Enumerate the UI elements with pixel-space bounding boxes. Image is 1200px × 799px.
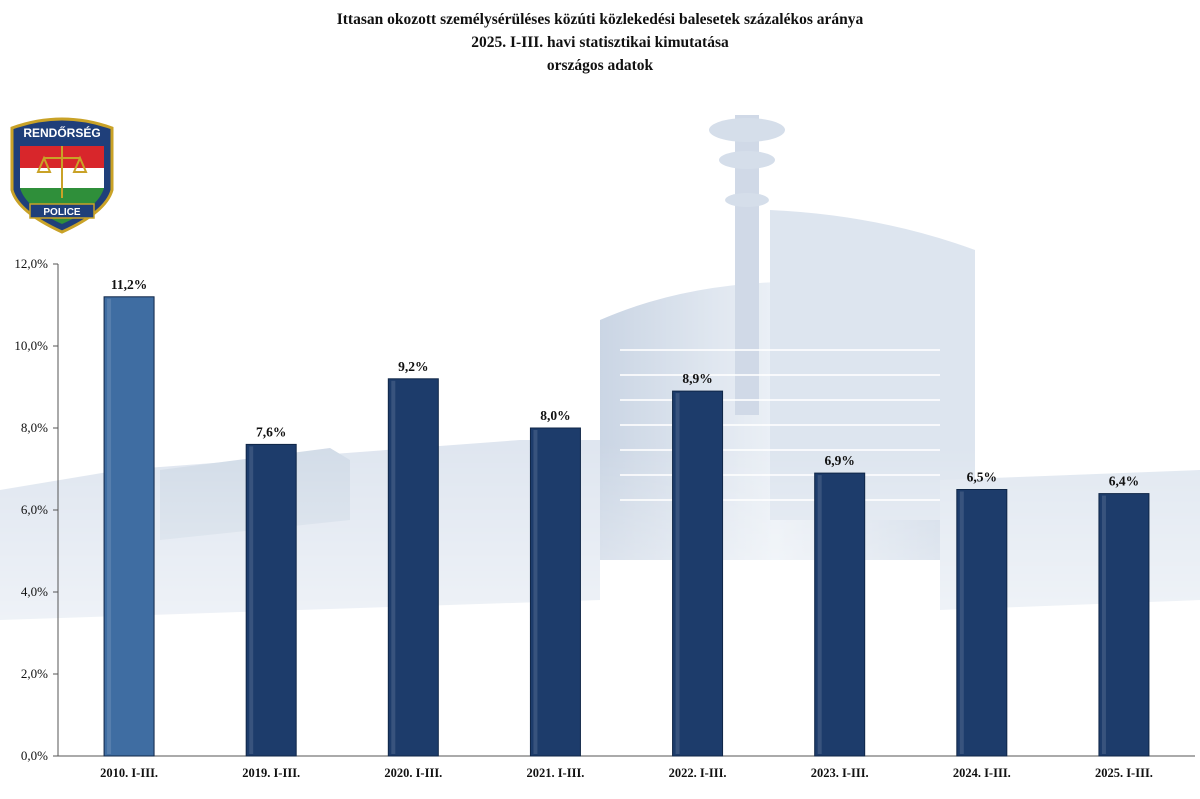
y-tick-label: 2,0% xyxy=(21,666,48,681)
bar-2019 xyxy=(245,443,297,757)
chart-axes: 0,0% 2,0% 4,0% 6,0% 8,0% 10,0% 12,0% xyxy=(14,256,1195,763)
x-tick-label: 2021. I-III. xyxy=(526,766,584,780)
bar-2022 xyxy=(672,390,724,757)
x-tick-label: 2025. I-III. xyxy=(1095,766,1153,780)
chart-bars xyxy=(103,296,1150,757)
title-line-3: országos adatok xyxy=(546,57,654,74)
chart-title: Ittasan okozott személysérüléses közúti … xyxy=(0,8,1200,77)
title-line-2: 2025. I-III. havi statisztikai kimutatás… xyxy=(471,34,729,51)
bar-shine xyxy=(533,430,538,754)
bar-shine xyxy=(391,380,396,754)
logo-top-text: RENDŐRSÉG xyxy=(23,125,100,140)
x-tick-label: 2023. I-III. xyxy=(811,766,869,780)
bar-shine xyxy=(959,491,964,754)
bar-shine xyxy=(817,475,822,754)
bar-2024 xyxy=(956,489,1008,757)
bar-2021 xyxy=(529,427,581,757)
x-tick-label: 2022. I-III. xyxy=(669,766,727,780)
title-line-1: Ittasan okozott személysérüléses közúti … xyxy=(336,11,864,28)
y-tick-label: 6,0% xyxy=(21,502,48,517)
bar-2010 xyxy=(103,296,155,757)
bar-2020 xyxy=(387,378,439,757)
y-tick-label: 10,0% xyxy=(14,338,48,353)
data-label: 6,4% xyxy=(1109,474,1139,489)
bar-shine xyxy=(107,298,112,754)
data-label: 9,2% xyxy=(398,359,428,374)
data-label: 6,5% xyxy=(967,470,997,485)
data-label: 11,2% xyxy=(111,277,147,292)
police-badge-logo: RENDŐRSÉG POLICE xyxy=(10,117,114,234)
data-label: 6,9% xyxy=(825,453,855,468)
data-label: 7,6% xyxy=(256,424,286,439)
x-tick-label: 2019. I-III. xyxy=(242,766,300,780)
y-tick-label: 0,0% xyxy=(21,748,48,763)
x-tick-label: 2024. I-III. xyxy=(953,766,1011,780)
y-tick-label: 12,0% xyxy=(14,256,48,271)
x-tick-label: 2020. I-III. xyxy=(384,766,442,780)
y-tick-label: 8,0% xyxy=(21,420,48,435)
x-tick-label: 2010. I-III. xyxy=(100,766,158,780)
bar-2023 xyxy=(814,472,866,757)
logo-bottom-text: POLICE xyxy=(43,207,81,218)
bar-2025 xyxy=(1098,493,1150,757)
data-label: 8,0% xyxy=(540,408,570,423)
bar-shine xyxy=(249,446,254,754)
bar-shine xyxy=(675,393,680,754)
bar-shine xyxy=(1101,495,1106,754)
data-label: 8,9% xyxy=(682,371,712,386)
chart-labels: 11,2% 2010. I-III. 7,6% 2019. I-III. 9,2% 202… xyxy=(100,277,1153,780)
y-tick-label: 4,0% xyxy=(21,584,48,599)
